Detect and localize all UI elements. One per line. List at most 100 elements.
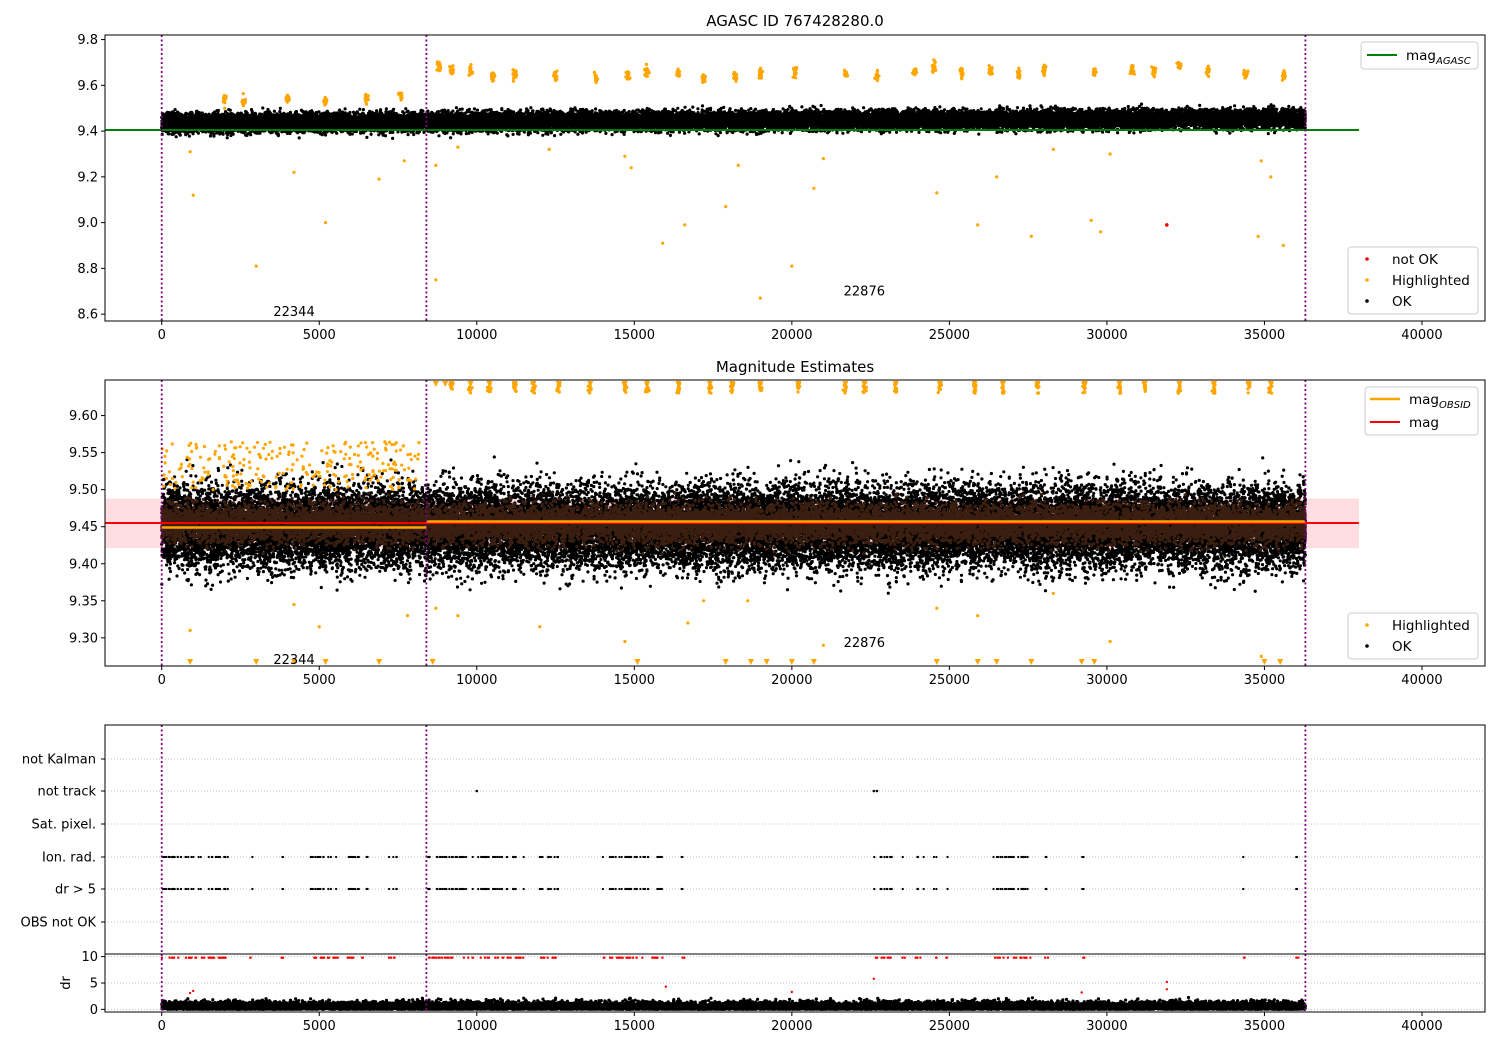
x-tick-label: 10000 xyxy=(456,673,497,688)
estimates-lines xyxy=(105,380,1359,666)
dr-points xyxy=(160,995,1307,1012)
y-tick-label: 0 xyxy=(90,1003,98,1018)
flags-obsid-lines xyxy=(160,725,1307,954)
clipped-high-markers xyxy=(432,381,1274,387)
y-tick-label: 9.4 xyxy=(77,125,98,140)
y-tick-label: 9.6 xyxy=(77,79,98,94)
legend-marker-orange xyxy=(1365,623,1369,627)
legend-box xyxy=(1347,246,1479,315)
legend-ok: OK xyxy=(1392,639,1413,655)
y-tick-label: 8.8 xyxy=(77,262,98,277)
y-tick-label: 9.60 xyxy=(69,409,98,424)
y-tick-label: 9.30 xyxy=(69,631,98,646)
y-tick-label: 8.6 xyxy=(77,308,98,323)
x-tick-label: 20000 xyxy=(771,1019,812,1034)
y-tick-label: 9.50 xyxy=(69,483,98,498)
agasc-legend-bottom: not OK Highlighted OK xyxy=(1347,246,1479,315)
obsid-label-22344: 22344 xyxy=(273,305,314,320)
x-tick-label: 20000 xyxy=(771,673,812,688)
legend-marker-black xyxy=(1365,644,1369,648)
estimates-legend-top: magOBSID mag xyxy=(1364,386,1479,436)
obsid-label-22876: 22876 xyxy=(844,636,885,651)
x-tick-label: 15000 xyxy=(614,673,655,688)
x-tick-label: 35000 xyxy=(1244,673,1285,688)
y-tick-label: 5 xyxy=(90,977,98,992)
x-tick-label: 35000 xyxy=(1244,1019,1285,1034)
x-tick-label: 0 xyxy=(158,328,166,343)
y-tick-label: 9.55 xyxy=(69,446,98,461)
dr-ticks: 0 5000 10000 15000 20000 25000 30000 35000 40000… xyxy=(81,950,1442,1034)
estimates-scatter-points xyxy=(160,380,1308,665)
flag-points xyxy=(161,855,1299,891)
legend-marker-orange xyxy=(1365,278,1369,282)
legend-not-ok: not OK xyxy=(1392,252,1439,268)
x-tick-label: 5000 xyxy=(303,328,336,343)
y-tick-label: 9.2 xyxy=(77,170,98,185)
y-tick-label: 10 xyxy=(81,950,98,965)
legend-ok: OK xyxy=(1392,294,1413,310)
y-tick-label: 9.8 xyxy=(77,33,98,48)
x-tick-label: 15000 xyxy=(614,1019,655,1034)
flag-category-label: Sat. pixel. xyxy=(32,818,96,833)
x-tick-label: 25000 xyxy=(929,328,970,343)
agasc-axes-frame xyxy=(104,34,1486,322)
estimates-legend-bottom: Highlighted OK xyxy=(1347,612,1479,660)
dr-large-points xyxy=(160,956,1300,995)
x-tick-label: 30000 xyxy=(1086,1019,1127,1034)
legend-marker-red xyxy=(1365,257,1369,261)
estimates-axes-frame xyxy=(104,379,1486,667)
y-tick-label: 9.40 xyxy=(69,557,98,572)
flag-category-label: not track xyxy=(37,785,96,800)
not-track-points xyxy=(475,789,879,793)
x-tick-label: 30000 xyxy=(1086,673,1127,688)
x-tick-label: 40000 xyxy=(1401,328,1442,343)
flag-category-label: dr > 5 xyxy=(55,883,96,898)
agasc-ticks: 0 5000 10000 15000 20000 25000 30000 35000 40000… xyxy=(77,33,1442,343)
flag-category-label: not Kalman xyxy=(22,753,96,768)
x-tick-label: 0 xyxy=(158,673,166,688)
obsid-label-22344: 22344 xyxy=(273,653,314,668)
estimates-title: Magnitude Estimates xyxy=(716,358,874,376)
flags-points xyxy=(161,789,1299,891)
highlighted-points xyxy=(188,58,1287,300)
x-tick-label: 40000 xyxy=(1401,1019,1442,1034)
x-tick-label: 30000 xyxy=(1086,328,1127,343)
x-tick-label: 20000 xyxy=(771,328,812,343)
estimates-panel: 0 5000 10000 15000 20000 25000 30000 35000 40000… xyxy=(69,358,1486,688)
flag-category-label: Ion. rad. xyxy=(42,851,96,866)
ok-points-dense xyxy=(160,490,1307,562)
legend-highlighted: Highlighted xyxy=(1392,273,1470,289)
x-tick-label: 10000 xyxy=(456,328,497,343)
legend-highlighted: Highlighted xyxy=(1392,618,1470,634)
estimates-ticks: 0 5000 10000 15000 20000 25000 30000 35000 40000… xyxy=(69,409,1443,688)
y-tick-label: 9.0 xyxy=(77,216,98,231)
y-tick-label: 9.45 xyxy=(69,520,98,535)
x-tick-label: 25000 xyxy=(929,1019,970,1034)
agasc-lines xyxy=(105,35,1359,321)
x-tick-label: 10000 xyxy=(456,1019,497,1034)
clipped-low-markers xyxy=(187,659,1284,665)
dr-panel: 0 5000 10000 15000 20000 25000 30000 35000 40000… xyxy=(59,950,1486,1034)
legend-box xyxy=(1347,612,1479,660)
flag-category-label: OBS not OK xyxy=(21,916,97,931)
dr-axis-label: dr xyxy=(59,976,74,990)
legend-box xyxy=(1360,41,1479,70)
not-ok-points xyxy=(1165,223,1169,227)
obsid-label-22876: 22876 xyxy=(844,284,885,299)
agasc-panel: 0 5000 10000 15000 20000 25000 30000 35000 40000… xyxy=(77,12,1486,343)
x-tick-label: 15000 xyxy=(614,328,655,343)
flags-grid xyxy=(105,758,1485,923)
dr-obsid-lines xyxy=(160,954,1307,1012)
flags-ticks: OBS not OK dr > 5 Ion. rad. Sat. pixel. not … xyxy=(21,753,105,931)
x-tick-label: 5000 xyxy=(303,673,336,688)
x-tick-label: 25000 xyxy=(929,673,970,688)
legend-mag: mag xyxy=(1409,415,1439,431)
y-tick-label: 9.35 xyxy=(69,594,98,609)
agasc-legend-top: magAGASC xyxy=(1360,41,1479,70)
x-tick-label: 5000 xyxy=(303,1019,336,1034)
legend-marker-black xyxy=(1365,299,1369,303)
agasc-scatter-points xyxy=(160,58,1307,300)
flags-panel: OBS not OK dr > 5 Ion. rad. Sat. pixel. not … xyxy=(21,724,1486,955)
x-tick-label: 40000 xyxy=(1401,673,1442,688)
